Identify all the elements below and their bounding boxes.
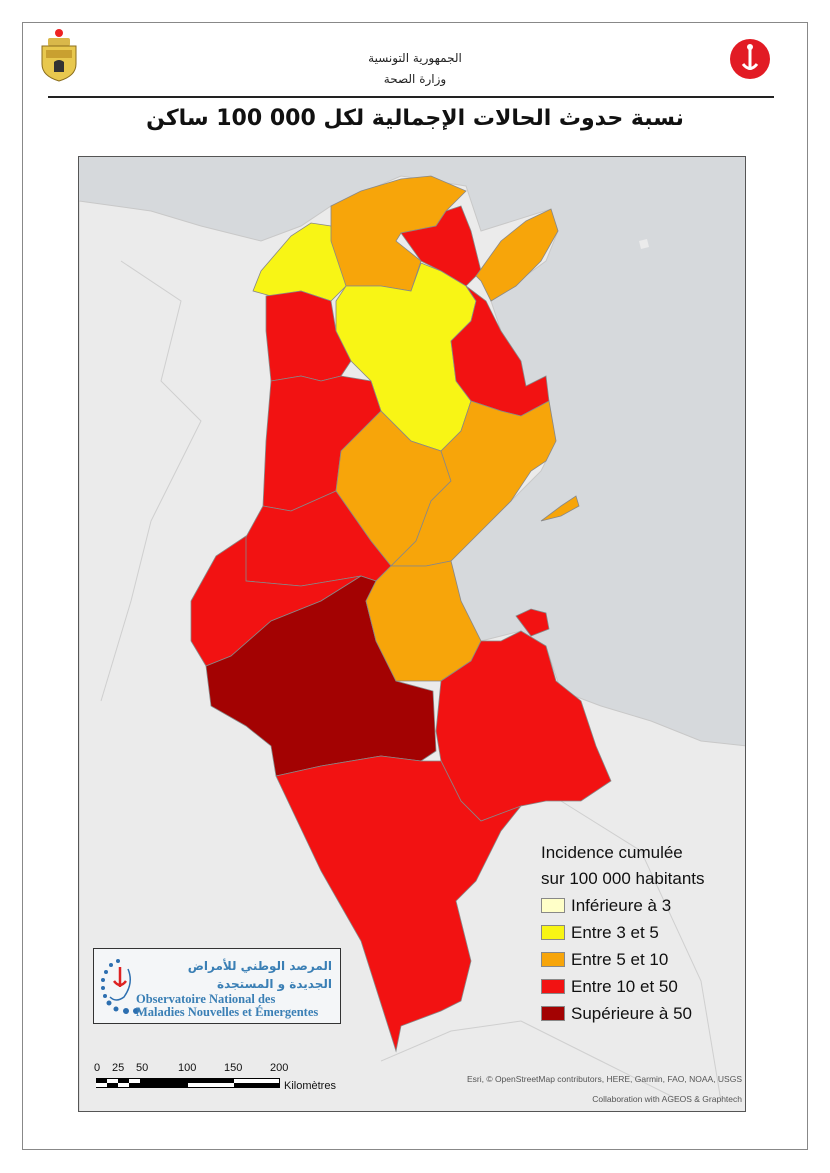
legend-item: Entre 3 et 5 [541,919,705,946]
legend-item: Entre 5 et 10 [541,946,705,973]
legend-label: Entre 10 et 50 [571,976,678,996]
legend-title-line2: sur 100 000 habitants [541,869,705,888]
ministry-label: وزارة الصحة [383,72,447,86]
legend-swatch [541,952,565,967]
tunisia-incidence-map [79,175,745,1111]
legend-swatch [541,1006,565,1021]
onmne-emblem-icon [101,959,139,1014]
legend-item: Supérieure à 50 [541,1000,705,1027]
region-mahdia-sfax [390,400,557,567]
legend-swatch [541,898,565,913]
page-border [22,22,808,1150]
onmne-french-line1: Observatoire National des [136,992,276,1006]
scale-tick: 200 [270,1062,289,1074]
legend-item: Inférieure à 3 [541,892,705,919]
legend-label: Entre 5 et 10 [571,949,669,969]
map-title: نسبة حدوث الحالات الإجمالية لكل 000 100 … [146,106,684,131]
legend-item: Entre 10 et 50 [541,973,705,1000]
region-kerkennah [540,495,580,522]
region-tunis [400,205,482,287]
region-kebili [205,575,437,777]
border-line [380,1020,682,1102]
legend-label: Inférieure à 3 [571,895,672,915]
onmne-arabic-line1: المرصد الوطني للأمراض [187,959,332,973]
region-nabeul [475,208,559,302]
map-frame [78,156,746,1112]
region-gabes [365,560,482,682]
tunisia-coat-of-arms-logo [41,29,77,82]
ministry-health-logo [730,39,770,79]
header-divider [48,96,774,98]
republic-label: الجمهورية التونسية [368,51,462,65]
attribution-collaboration: Collaboration with AGEOS & Graphtech [592,1094,742,1104]
legend-label: Entre 3 et 5 [571,922,659,942]
legend-swatch [541,925,565,940]
region-djerba [515,608,550,637]
map-legend: Incidence cumulée sur 100 000 habitants … [541,840,705,1027]
attribution-sources: Esri, © OpenStreetMap contributors, HERE… [466,1074,742,1084]
legend-swatch [541,979,565,994]
region-tataouine [275,755,523,1053]
scale-tick: 50 [136,1062,149,1074]
border-line [100,260,202,702]
scale-tick: 25 [112,1062,125,1074]
onmne-logo: المرصد الوطني للأمراض الجديدة و المستجدة … [93,948,341,1024]
legend-label: Supérieure à 50 [571,1003,692,1023]
onmne-arabic-line2: الجديدة و المستجدة [217,977,332,991]
border-line [560,800,722,1102]
scale-unit: Kilomètres [284,1080,336,1092]
legend-title-line1: Incidence cumulée [541,843,683,862]
scale-tick: 0 [94,1062,101,1074]
scale-tick: 100 [178,1062,197,1074]
region-sea-island [639,239,649,249]
scale-tick: 150 [224,1062,243,1074]
scale-bar-graphic [96,1078,280,1088]
onmne-french-line2: Maladies Nouvelles et Émergentes [136,1005,319,1019]
